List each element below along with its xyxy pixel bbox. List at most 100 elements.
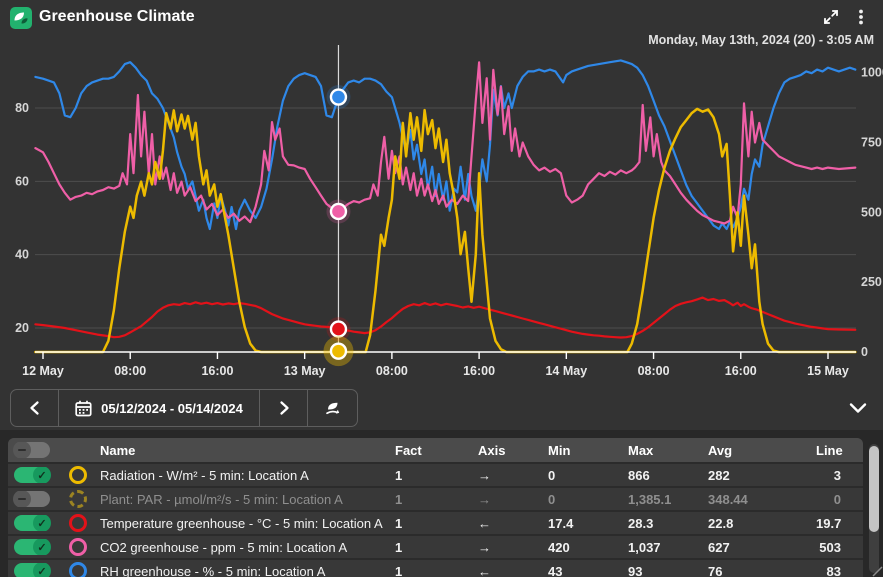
crop-cycle-button[interactable]: [307, 390, 357, 426]
x-axis-label: 14 May: [545, 364, 587, 378]
series-icon-cell: [56, 562, 100, 577]
climate-chart[interactable]: 12 May 08:00 16:00 13 May 08:00 16:00 14 May 08…: [0, 0, 883, 386]
series-fact: 1: [395, 515, 403, 531]
kebab-menu-icon[interactable]: [851, 8, 871, 26]
series-icon-cell: [56, 490, 100, 508]
table-row[interactable]: ✓ Radiation - W/m² - 5 min: Location A 1 → 0…: [8, 462, 863, 486]
series-axis-arrow-icon: ←: [478, 563, 491, 577]
chevron-right-icon: [279, 401, 289, 415]
series-avg: 76: [708, 563, 723, 577]
next-period-button[interactable]: [259, 390, 307, 426]
left-axis-label: 20: [15, 321, 29, 335]
series-line: [34, 296, 857, 339]
expand-icon[interactable]: [821, 8, 841, 26]
right-axis-label: 1000: [861, 66, 883, 80]
chevron-left-icon: [29, 401, 39, 415]
panel-header: Greenhouse Climate: [0, 0, 883, 32]
series-name: CO2 greenhouse - ppm - 5 min: Location A: [100, 539, 348, 555]
series-line-value: 0: [833, 491, 841, 507]
date-range-button[interactable]: 05/12/2024 - 05/14/2024: [58, 390, 259, 426]
cursor-datetime-label: Monday, May 13th, 2024 (20) - 3:05 AM: [648, 33, 874, 47]
left-axis-label: 60: [15, 174, 29, 188]
series-min: 17.4: [548, 515, 574, 531]
x-axis-label: 16:00: [725, 364, 757, 378]
series-icon-cell: [56, 466, 100, 484]
cursor-marker: [329, 88, 348, 106]
series-icon-cell: [56, 538, 100, 556]
series-min: 43: [548, 563, 563, 577]
greenhouse-logo-icon: [10, 7, 32, 29]
leaf-refresh-icon: [325, 402, 339, 415]
series-color-ring-icon: [69, 514, 87, 532]
series-icon-cell: [56, 514, 100, 532]
toggle-cell: ✓: [8, 467, 56, 483]
series-axis-arrow-icon: ←: [478, 515, 491, 531]
header-line: Line: [816, 442, 843, 458]
calendar-icon: [75, 400, 92, 416]
table-row[interactable]: ✓ Temperature greenhouse - °C - 5 min: Lo…: [8, 510, 863, 534]
series-fact: 1: [395, 539, 403, 555]
cursor-marker: [329, 202, 348, 221]
series-fact: 1: [395, 467, 403, 483]
toggle-all-knob: [13, 442, 31, 458]
series-color-ring-icon: [69, 562, 87, 577]
x-axis-label: 16:00: [463, 364, 495, 378]
series-min: 420: [548, 539, 570, 555]
previous-period-button[interactable]: [11, 390, 58, 426]
series-toggle[interactable]: ✓: [14, 467, 51, 483]
series-axis-arrow-icon: →: [478, 467, 491, 483]
series-name: Radiation - W/m² - 5 min: Location A: [100, 467, 309, 483]
header-min: Min: [548, 442, 571, 458]
date-range-text: 05/12/2024 - 05/14/2024: [101, 400, 243, 416]
x-axis-label: 16:00: [201, 364, 233, 378]
toggle-cell: ✓: [8, 539, 56, 555]
toggle-cell: ✓: [8, 515, 56, 531]
series-color-ring-icon: [69, 466, 87, 484]
series-table: Name Fact Axis Min Max Avg Line ✓ Radiation - W/…: [8, 438, 863, 577]
right-axis-label: 0: [861, 345, 868, 359]
x-axis-label: 15 May: [807, 364, 849, 378]
table-scrollbar-thumb[interactable]: [869, 446, 879, 532]
table-header-row: Name Fact Axis Min Max Avg Line: [8, 438, 863, 462]
resize-grip[interactable]: [869, 563, 883, 577]
series-toggle[interactable]: [13, 491, 50, 507]
check-icon: ✓: [33, 563, 51, 577]
x-axis-label: 08:00: [376, 364, 408, 378]
header-avg: Avg: [708, 442, 733, 458]
series-line: [34, 107, 857, 354]
toggle-cell: [8, 491, 56, 507]
table-row[interactable]: ✓ CO2 greenhouse - ppm - 5 min: Location …: [8, 534, 863, 558]
series-max: 866: [628, 467, 650, 483]
series-max: 1,037: [628, 539, 661, 555]
series-name: RH greenhouse - % - 5 min: Location A: [100, 563, 326, 577]
series-fact: 1: [395, 563, 403, 577]
table-row[interactable]: ✓ RH greenhouse - % - 5 min: Location A 1 ←…: [8, 558, 863, 577]
series-name: Plant: PAR - µmol/m²/s - 5 min: Location…: [100, 491, 343, 507]
series-max: 28.3: [628, 515, 654, 531]
series-toggle[interactable]: ✓: [14, 515, 51, 531]
series-line-value: 503: [819, 539, 841, 555]
chevron-down-icon[interactable]: [847, 399, 869, 417]
series-line: [34, 61, 857, 225]
left-axis-label: 40: [15, 248, 29, 262]
table-row[interactable]: Plant: PAR - µmol/m²/s - 5 min: Location…: [8, 486, 863, 510]
series-axis-arrow-icon: →: [478, 539, 491, 555]
series-min: 0: [548, 467, 556, 483]
toggle-all-switch[interactable]: [13, 442, 50, 458]
right-axis-label: 500: [861, 205, 882, 219]
header-name: Name: [100, 442, 136, 458]
x-axis-label: 08:00: [114, 364, 146, 378]
page-title: Greenhouse Climate: [39, 8, 195, 25]
series-toggle[interactable]: ✓: [14, 539, 51, 555]
series-color-ring-icon: [69, 490, 87, 508]
series-max: 1,385.1: [628, 491, 672, 507]
toggle-cell: ✓: [8, 563, 56, 577]
series-toggle[interactable]: ✓: [14, 563, 51, 577]
check-icon: ✓: [33, 539, 51, 555]
series-line-value: 3: [833, 467, 841, 483]
header-fact: Fact: [395, 442, 422, 458]
date-navigation-toolbar: 05/12/2024 - 05/14/2024: [10, 389, 358, 427]
series-axis-arrow-icon: →: [478, 491, 491, 507]
series-min: 0: [548, 491, 556, 507]
